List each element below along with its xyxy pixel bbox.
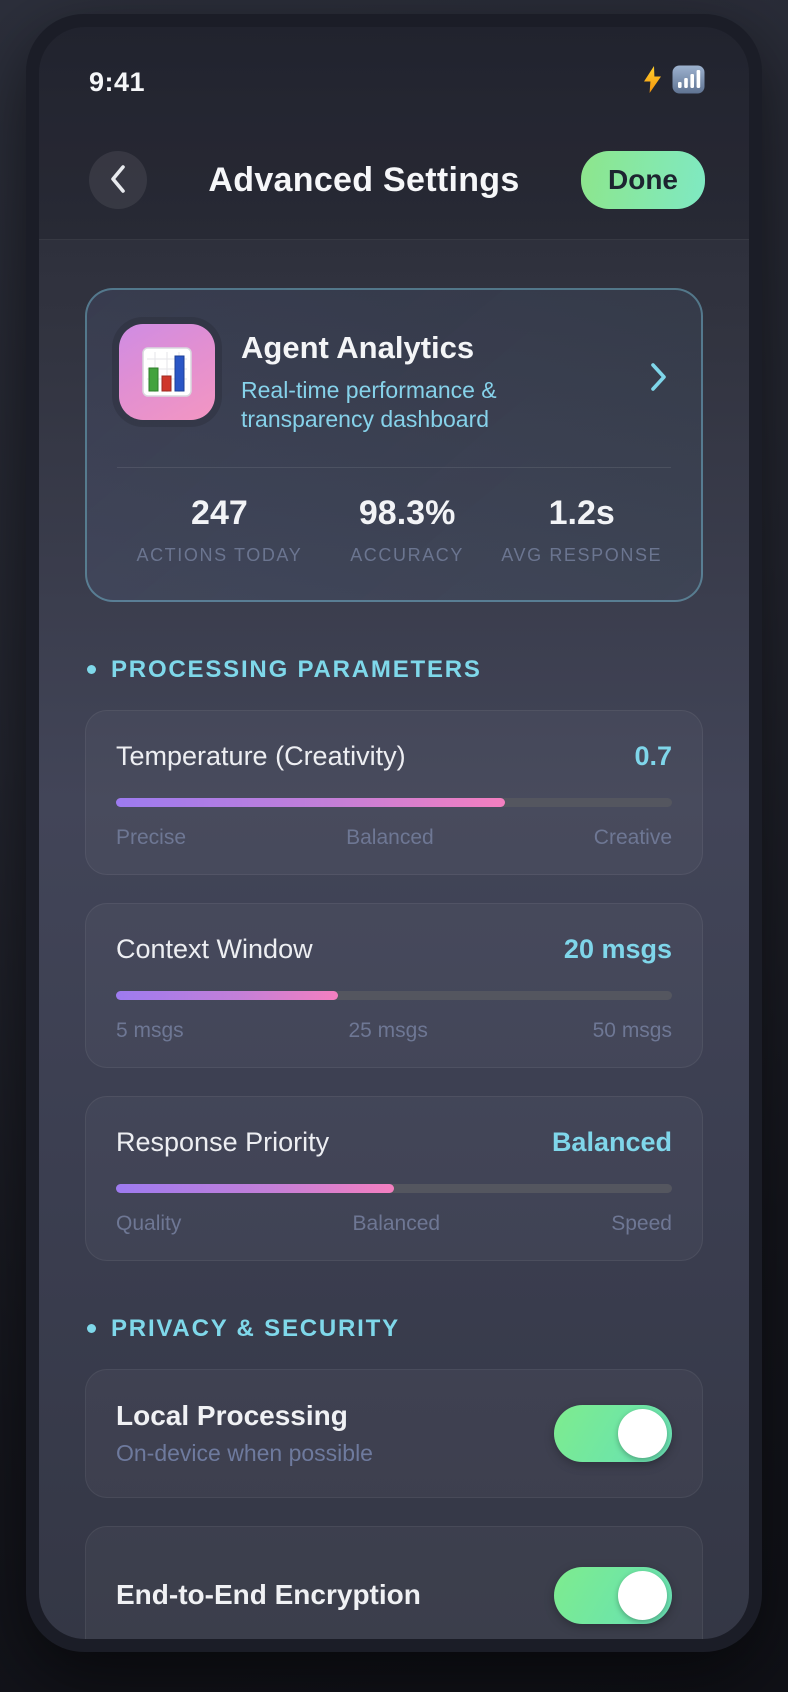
context-window-slider[interactable] <box>116 990 672 1000</box>
stat-value: 1.2s <box>548 493 615 532</box>
temperature-label: Temperature (Creativity) <box>116 740 406 771</box>
chevron-left-icon <box>108 163 128 198</box>
local-processing-text: Local Processing On-device when possible <box>116 1400 373 1467</box>
section-processing-parameters: PROCESSING PARAMETERS <box>87 656 703 684</box>
e2e-encryption-label: End-to-End Encryption <box>116 1579 421 1611</box>
signal-bars-icon <box>672 65 705 99</box>
section-privacy-security: PRIVACY & SECURITY <box>87 1315 703 1343</box>
response-priority-label: Response Priority <box>116 1126 330 1157</box>
lightning-icon <box>642 65 663 99</box>
screen: 9:41 <box>39 27 749 1639</box>
agent-analytics-subtitle: Real-time performance & transparency das… <box>241 377 497 433</box>
stat-actions-today: 247 ACTIONS TODAY <box>119 494 320 566</box>
tick-label: Balanced <box>352 1211 441 1235</box>
temperature-slider[interactable] <box>116 797 672 807</box>
response-priority-value: Balanced <box>551 1126 672 1157</box>
temperature-tick-labels: Precise Balanced Creative <box>116 826 672 850</box>
local-processing-card: Local Processing On-device when possible <box>85 1368 703 1498</box>
section-title: PROCESSING PARAMETERS <box>111 655 482 683</box>
section-title: PRIVACY & SECURITY <box>111 1314 400 1342</box>
temperature-value: 0.7 <box>634 740 672 771</box>
agent-analytics-title: Agent Analytics <box>241 330 475 365</box>
context-window-value: 20 msgs <box>563 933 672 964</box>
context-window-label: Context Window <box>116 933 313 964</box>
divider <box>117 466 671 468</box>
bullet-dot-icon <box>87 1324 96 1334</box>
tick-label: Creative <box>593 825 672 849</box>
back-button[interactable] <box>89 151 147 209</box>
stat-accuracy: 98.3% ACCURACY <box>320 494 495 566</box>
context-window-card: Context Window 20 msgs 5 msgs 25 msgs 50… <box>85 902 703 1068</box>
bar-chart-icon <box>119 324 215 420</box>
stat-avg-response: 1.2s AVG RESPONSE <box>494 494 669 566</box>
toggle-knob <box>618 1408 667 1458</box>
response-priority-slider-fill <box>116 1183 394 1193</box>
tick-label: 50 msgs <box>592 1018 672 1042</box>
stat-value: 98.3% <box>358 493 456 532</box>
e2e-encryption-toggle[interactable] <box>554 1566 672 1624</box>
local-processing-toggle[interactable] <box>554 1404 672 1462</box>
context-window-slider-fill <box>116 990 339 1000</box>
tick-label: 5 msgs <box>116 1018 184 1042</box>
status-bar: 9:41 <box>89 65 705 99</box>
response-priority-tick-labels: Quality Balanced Speed <box>116 1212 672 1236</box>
status-icons <box>642 65 705 99</box>
stat-label: ACTIONS TODAY <box>136 544 303 565</box>
bullet-dot-icon <box>87 665 96 675</box>
analytics-stats: 247 ACTIONS TODAY 98.3% ACCURACY 1.2s AV… <box>119 494 669 566</box>
response-priority-slider[interactable] <box>116 1183 672 1193</box>
agent-analytics-row: Agent Analytics Real-time performance & … <box>119 324 669 435</box>
status-time: 9:41 <box>89 66 146 97</box>
tick-label: Balanced <box>346 825 434 849</box>
stat-label: AVG RESPONSE <box>501 544 663 565</box>
response-priority-card: Response Priority Balanced Quality Balan… <box>85 1095 703 1261</box>
agent-analytics-text: Agent Analytics Real-time performance & … <box>241 324 533 435</box>
stat-label: ACCURACY <box>350 544 465 565</box>
tick-label: Quality <box>116 1211 182 1235</box>
tick-label: 25 msgs <box>348 1018 428 1042</box>
toggle-knob <box>618 1570 667 1620</box>
header: Advanced Settings Done <box>89 151 705 209</box>
e2e-encryption-card: End-to-End Encryption <box>85 1525 703 1639</box>
stat-value: 247 <box>191 493 248 532</box>
temperature-slider-fill <box>116 797 506 807</box>
tick-label: Precise <box>116 825 187 849</box>
temperature-card: Temperature (Creativity) 0.7 Precise Bal… <box>85 709 703 875</box>
agent-analytics-card[interactable]: Agent Analytics Real-time performance & … <box>85 288 703 602</box>
local-processing-subtitle: On-device when possible <box>116 1439 373 1466</box>
chevron-right-icon[interactable] <box>650 362 667 397</box>
context-window-tick-labels: 5 msgs 25 msgs 50 msgs <box>116 1019 672 1043</box>
tick-label: Speed <box>611 1211 672 1235</box>
top-chrome: 9:41 <box>39 27 749 240</box>
page-title: Advanced Settings <box>208 160 520 199</box>
local-processing-label: Local Processing <box>116 1399 348 1431</box>
done-button[interactable]: Done <box>581 151 705 209</box>
content: Agent Analytics Real-time performance & … <box>39 240 749 1639</box>
phone-frame: 9:41 <box>26 14 762 1652</box>
